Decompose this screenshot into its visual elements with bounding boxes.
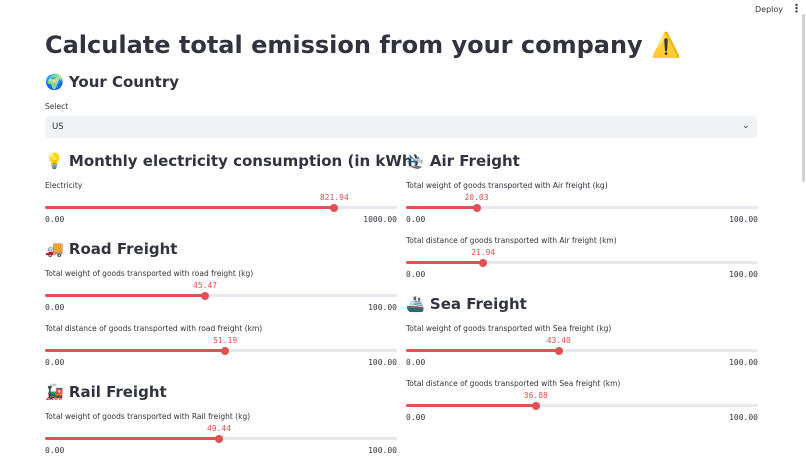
slider-min: 0.00 (406, 270, 426, 279)
slider-label: Total distance of goods transported with… (406, 236, 617, 245)
slider-fill (406, 349, 559, 352)
slider-max: 1000.00 (363, 215, 397, 224)
scrollbar (802, 14, 805, 182)
slider-value: 43.40 (546, 336, 571, 345)
slider-fill (45, 206, 335, 209)
section-heading: 🚢 Sea Freight (406, 295, 527, 313)
slider-label: Total weight of goods transported with S… (406, 324, 612, 333)
slider-track[interactable] (45, 346, 397, 355)
slider-max: 100.00 (729, 358, 758, 367)
chevron-icon: ⌄ (742, 121, 750, 131)
slider-label: Total weight of goods transported with A… (406, 181, 608, 190)
slider-min: 0.00 (45, 215, 65, 224)
slider-value: 49.44 (206, 424, 232, 433)
section-heading: 🌍 Your Country (45, 73, 180, 91)
slider-thumb[interactable] (479, 258, 488, 267)
slider-fill (45, 437, 220, 440)
slider-label: Total distance of goods transported with… (45, 324, 263, 333)
slider-min: 0.00 (45, 358, 65, 367)
slider-thumb[interactable] (221, 346, 230, 355)
slider-value: 20.03 (464, 193, 489, 202)
slider-track[interactable] (406, 346, 758, 355)
slider-max: 100.00 (368, 303, 397, 312)
slider-max: 100.00 (729, 215, 758, 224)
slider-label: Electricity (45, 181, 83, 190)
slider-track[interactable] (45, 203, 397, 212)
section-heading: 🚚 Road Freight (45, 240, 178, 258)
slider-value: 45.47 (193, 281, 218, 290)
slider-fill (45, 294, 206, 297)
slider-track[interactable] (406, 258, 758, 267)
slider-min: 0.00 (45, 446, 65, 455)
slider-track[interactable] (406, 401, 758, 410)
slider-fill (406, 261, 484, 264)
slider-min: 0.00 (45, 303, 65, 312)
slider-track[interactable] (45, 434, 397, 443)
slider-label: Total distance of goods transported with… (406, 379, 621, 388)
slider-value: 821.94 (319, 193, 349, 202)
section-heading: 🛬 Air Freight (406, 152, 520, 170)
slider-max: 100.00 (368, 358, 397, 367)
slider-fill (45, 349, 226, 352)
slider-value: 51.19 (213, 336, 238, 345)
slider-thumb[interactable] (201, 291, 210, 300)
slider-fill (406, 206, 477, 209)
menu-button[interactable]: ⋮ (791, 2, 802, 15)
slider-thumb[interactable] (531, 401, 540, 410)
slider-thumb[interactable] (554, 346, 563, 355)
slider-value: 36.88 (523, 391, 548, 400)
section-heading: 🚂 Rail Freight (45, 383, 167, 401)
select-label: Select (45, 102, 69, 111)
slider-track[interactable] (406, 203, 758, 212)
slider-thumb[interactable] (472, 203, 481, 212)
slider-track[interactable] (45, 291, 397, 300)
slider-max: 100.00 (729, 270, 758, 279)
slider-label: Total weight of goods transported with R… (45, 412, 251, 421)
slider-value: 21.94 (471, 248, 496, 257)
slider-min: 0.00 (406, 358, 426, 367)
slider-max: 100.00 (368, 446, 397, 455)
slider-max: 100.00 (729, 413, 758, 422)
slider-fill (406, 404, 536, 407)
slider-thumb[interactable] (330, 203, 339, 212)
deploy-button[interactable]: Deploy (755, 5, 784, 14)
slider-min: 0.00 (406, 215, 426, 224)
slider-min: 0.00 (406, 413, 426, 422)
section-heading: 💡 Monthly electricity consumption (in kW… (45, 152, 420, 170)
select-value: US (52, 122, 64, 132)
slider-thumb[interactable] (215, 434, 224, 443)
slider-label: Total weight of goods transported with r… (45, 269, 254, 278)
country-select[interactable]: US ⌄ (45, 116, 757, 138)
page-title: Calculate total emission from your compa… (45, 31, 681, 59)
